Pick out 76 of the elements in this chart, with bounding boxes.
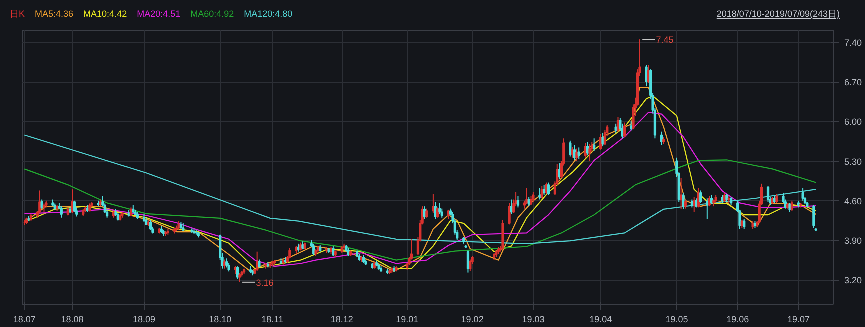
candlestick	[569, 140, 572, 158]
annotation: 3.16	[256, 278, 274, 288]
candlestick	[178, 220, 180, 231]
candlestick	[558, 163, 561, 180]
candlestick	[593, 138, 596, 152]
candlestick	[743, 218, 746, 230]
x-tick-label: 19.05	[666, 314, 688, 324]
candlestick	[706, 198, 709, 220]
candlestick	[790, 200, 794, 212]
candlestick	[530, 196, 533, 206]
x-tick-label: 18.11	[262, 314, 284, 324]
candlestick	[684, 199, 687, 210]
candlestick	[432, 194, 435, 214]
candlestick	[545, 182, 548, 195]
text: MA10:4.42	[84, 8, 128, 21]
candlestick	[588, 144, 592, 162]
x-tick-label: 19.07	[787, 314, 810, 324]
candlestick	[547, 182, 550, 196]
candlestick	[332, 246, 335, 257]
candlestick	[682, 192, 685, 210]
y-tick-label: 3.90	[844, 236, 862, 246]
candlestick	[60, 206, 63, 218]
candlestick	[602, 132, 604, 148]
x-tick-label: 18.07	[13, 314, 36, 324]
chart-title: 日K	[10, 8, 26, 21]
x-tick-label: 18.12	[330, 314, 354, 324]
candlestick	[538, 188, 542, 200]
candlestick	[516, 196, 520, 208]
x-tick-label: 19.01	[396, 314, 419, 324]
line-series	[24, 134, 817, 244]
candlestick	[532, 192, 535, 203]
x-tick-label: 19.03	[522, 314, 545, 324]
candlestick	[630, 121, 633, 132]
candlestick	[695, 198, 698, 208]
candlestick	[71, 189, 74, 214]
candlestick	[226, 258, 228, 268]
y-tick-label: 4.60	[844, 196, 862, 206]
annotation: 7.45	[656, 35, 674, 46]
candlestick	[540, 186, 544, 200]
candlestick	[526, 188, 528, 205]
x-tick-label: 19.06	[726, 314, 750, 324]
candlestick	[288, 248, 292, 260]
y-tick-label: 6.70	[844, 78, 862, 88]
y-tick-label: 7.40	[844, 38, 862, 48]
candlestick	[766, 186, 770, 203]
y-tick-label: 3.20	[844, 276, 862, 286]
candlestick	[802, 188, 804, 202]
candlestick	[238, 272, 242, 283]
candlestick	[700, 190, 702, 204]
candlestick	[645, 64, 648, 88]
text: MA60:4.92	[190, 8, 234, 21]
x-tick-label: 18.10	[209, 314, 232, 324]
text: MA120:4.80	[244, 8, 293, 21]
candlestick	[578, 147, 580, 160]
x-tick-label: 18.09	[133, 314, 156, 324]
candlestick	[38, 190, 42, 214]
line-series	[24, 160, 817, 261]
y-tick-label: 6.00	[844, 117, 862, 128]
candlestick	[438, 202, 442, 215]
text: MA5:4.36	[35, 8, 74, 21]
candlestick	[508, 202, 511, 226]
y-tick-label: 5.30	[844, 156, 862, 167]
x-tick-label: 18.08	[61, 314, 84, 324]
candlestick	[576, 148, 578, 162]
candlestick	[469, 259, 472, 272]
candlestick	[812, 204, 816, 229]
text: 2018/07/10-2019/07/09(243日)	[716, 9, 840, 19]
candlestick	[312, 243, 316, 256]
candlestick	[426, 208, 428, 218]
candlestick	[776, 194, 778, 204]
candlestick	[73, 200, 76, 213]
x-tick-label: 19.04	[590, 314, 612, 324]
text: MA20:4.51	[137, 8, 181, 21]
x-tick-label: 19.02	[461, 314, 484, 324]
candlestick	[623, 122, 626, 138]
candlestick	[788, 202, 792, 213]
